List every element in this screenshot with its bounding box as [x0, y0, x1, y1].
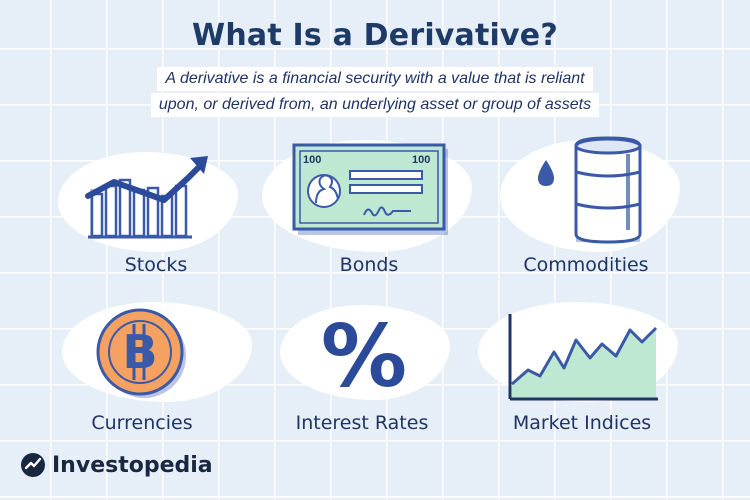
bond-denomination-right: 100 [412, 154, 430, 166]
subtitle-line-2: upon, or derived from, an underlying ass… [150, 93, 600, 117]
page-title: What Is a Derivative? [192, 18, 558, 53]
line-chart-icon [508, 314, 658, 401]
interest-rates-label: Interest Rates [295, 412, 429, 434]
bitcoin-coin-icon: B [96, 308, 186, 398]
bond-certificate-icon: 100 100 [292, 143, 448, 235]
bond-denomination-left: 100 [303, 154, 321, 166]
brand-logo: Investopedia [20, 452, 213, 478]
bonds-label: Bonds [339, 254, 399, 276]
percent-symbol: % [321, 308, 407, 404]
bitcoin-symbol: B [122, 325, 157, 379]
brand-name: Investopedia [52, 452, 213, 478]
oil-barrel-icon [538, 136, 642, 244]
subtitle-line-1: A derivative is a financial security wit… [157, 67, 593, 91]
currencies-label: Currencies [91, 412, 193, 434]
commodities-label: Commodities [523, 254, 649, 276]
investopedia-logo-icon [21, 453, 45, 477]
rising-bar-chart-icon [85, 156, 208, 239]
subtitle: A derivative is a financial security wit… [0, 66, 750, 118]
stocks-label: Stocks [124, 254, 188, 276]
backdrop-blob [280, 305, 450, 400]
percent-icon: % [321, 308, 407, 404]
market-indices-label: Market Indices [512, 412, 652, 434]
